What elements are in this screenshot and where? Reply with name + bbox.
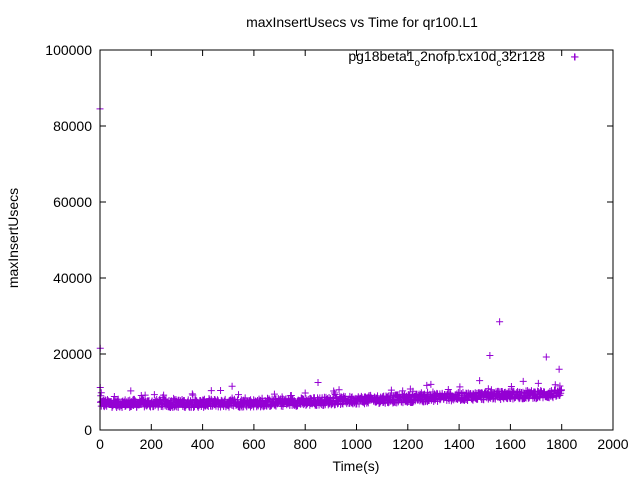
x-axis-label: Time(s) xyxy=(333,458,380,474)
x-tick-label: 600 xyxy=(242,436,266,452)
legend-label: pg18beta1o2nofp.cx10dc32r128 xyxy=(348,48,545,69)
y-tick-label: 60000 xyxy=(53,194,92,210)
data-point xyxy=(423,381,431,389)
x-tick-label: 1400 xyxy=(444,436,475,452)
data-point xyxy=(551,381,559,389)
x-tick-label: 800 xyxy=(294,436,318,452)
data-point xyxy=(542,353,550,361)
data-point xyxy=(235,391,243,399)
data-point xyxy=(444,386,452,394)
data-point xyxy=(160,391,168,399)
data-point xyxy=(118,404,126,412)
data-point xyxy=(364,399,372,407)
legend-label-part: 32r128 xyxy=(501,48,545,64)
data-point xyxy=(127,387,135,395)
data-point xyxy=(330,389,338,397)
data-point xyxy=(207,387,215,395)
plot-frame xyxy=(99,49,614,431)
data-point xyxy=(110,392,118,400)
data-point xyxy=(399,387,407,395)
x-tick-label: 1200 xyxy=(392,436,423,452)
data-point xyxy=(487,386,495,394)
data-point xyxy=(507,383,515,391)
x-tick-label: 400 xyxy=(191,436,215,452)
data-point xyxy=(557,386,565,394)
data-point xyxy=(476,377,484,385)
legend-marker xyxy=(571,53,579,61)
y-tick-label: 100000 xyxy=(45,42,92,58)
data-point xyxy=(124,397,132,405)
data-point xyxy=(556,382,564,390)
legend-label-subscript: c xyxy=(496,58,501,69)
data-point xyxy=(534,379,542,387)
legend-label-subscript: o xyxy=(415,58,421,69)
data-point xyxy=(557,389,565,397)
data-point xyxy=(301,389,309,397)
data-point xyxy=(486,352,494,360)
data-point xyxy=(154,403,162,411)
x-tick-label: 2000 xyxy=(597,436,628,452)
x-tick-label: 1600 xyxy=(495,436,526,452)
data-point xyxy=(406,385,414,393)
y-tick-label: 40000 xyxy=(53,270,92,286)
x-tick-label: 0 xyxy=(96,436,104,452)
data-point xyxy=(97,389,105,397)
data-point xyxy=(97,392,105,400)
data-points xyxy=(96,53,579,412)
data-point xyxy=(189,391,197,399)
y-tick-label: 0 xyxy=(84,422,92,438)
data-point xyxy=(335,386,343,394)
x-tick-label: 1000 xyxy=(341,436,372,452)
data-point xyxy=(496,318,504,326)
data-point xyxy=(519,377,527,385)
chart-title: maxInsertUsecs vs Time for qr100.L1 xyxy=(246,14,478,30)
legend-label-part: 2nofp.cx10d xyxy=(420,48,496,64)
x-tick-label: 200 xyxy=(140,436,164,452)
data-point xyxy=(217,386,225,394)
y-axis-label: maxInsertUsecs xyxy=(5,188,21,288)
y-tick-label: 20000 xyxy=(53,346,92,362)
data-point xyxy=(387,386,395,394)
data-point xyxy=(555,365,563,373)
data-point xyxy=(331,391,339,399)
y-tick-label: 80000 xyxy=(53,118,92,134)
data-point xyxy=(270,390,278,398)
data-point xyxy=(141,391,149,399)
point-band xyxy=(97,379,565,412)
legend-label-part: pg18beta1 xyxy=(348,48,414,64)
data-point xyxy=(549,394,557,402)
data-point xyxy=(228,382,236,390)
data-point xyxy=(314,379,322,386)
data-point xyxy=(174,403,182,411)
data-point xyxy=(188,390,196,398)
legend: pg18beta1o2nofp.cx10dc32r128 xyxy=(348,48,579,69)
tick-layer: 0 200 400 600 800 1000 1200 1400 1600 1800 2000020… xyxy=(45,42,628,452)
data-point xyxy=(427,380,435,388)
data-point xyxy=(456,383,464,391)
x-tick-label: 1800 xyxy=(546,436,577,452)
data-point xyxy=(392,392,400,400)
data-point xyxy=(150,391,158,399)
